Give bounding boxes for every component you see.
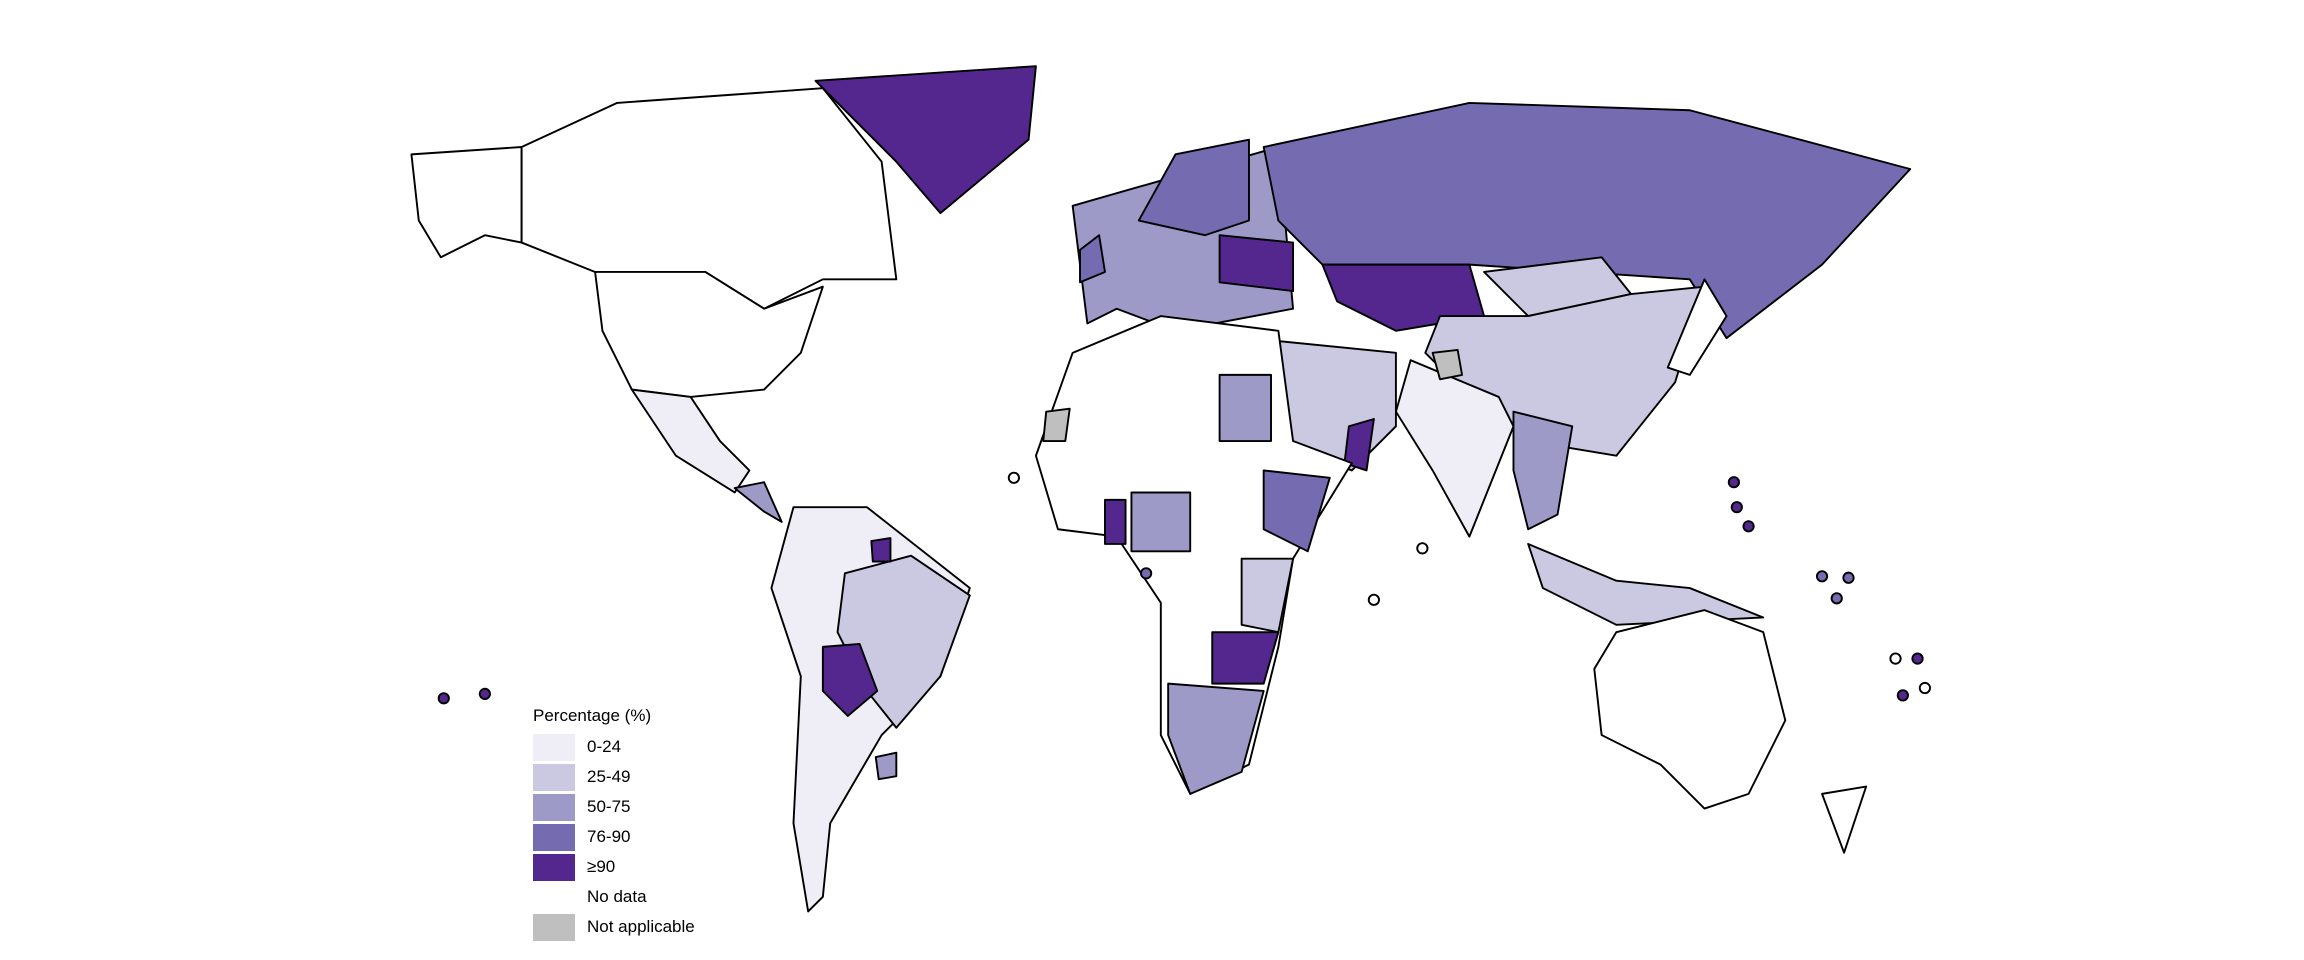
- region-ukraine-belarus: [1218, 234, 1295, 293]
- region-indochina: [1512, 410, 1574, 531]
- legend-swatch: [533, 823, 575, 851]
- region-canada: [520, 87, 898, 310]
- legend-swatch: [533, 793, 575, 821]
- legend-swatch: [533, 853, 575, 881]
- region-uruguay: [874, 751, 898, 781]
- legend-swatch: [533, 763, 575, 791]
- region-oman: [1343, 418, 1375, 472]
- region-australia: [1593, 609, 1787, 810]
- legend-label: ≥90: [587, 857, 616, 876]
- island-marker: [478, 687, 491, 701]
- region-guiana: [870, 537, 892, 563]
- region-ghana: [1104, 498, 1127, 545]
- map-legend: Percentage (%) 0-24 25-49 50-75 76-90 ≥90 No …: [533, 706, 695, 942]
- region-kashmir: [1431, 348, 1463, 381]
- region-nigeria: [1130, 491, 1192, 553]
- island-marker: [1730, 501, 1743, 514]
- region-usa: [594, 271, 824, 398]
- island-marker: [1918, 681, 1931, 695]
- island-marker: [1416, 542, 1429, 555]
- region-russia: [1262, 101, 1912, 340]
- legend-item: 50-75: [533, 792, 695, 822]
- legend-item: ≥90: [533, 852, 695, 882]
- legend-item: 0-24: [533, 732, 695, 762]
- legend-item: Not applicable: [533, 912, 695, 942]
- legend-swatch: [533, 733, 575, 761]
- legend-item: 25-49: [533, 762, 695, 792]
- legend-label: 76-90: [587, 827, 631, 846]
- region-southern-africa: [1167, 682, 1265, 795]
- region-greenland: [814, 65, 1037, 215]
- region-egypt: [1218, 373, 1272, 442]
- region-africa: [1034, 315, 1353, 795]
- island-marker: [1830, 592, 1843, 605]
- region-east-africa: [1240, 557, 1295, 634]
- legend-label: 50-75: [587, 797, 631, 816]
- island-marker: [1742, 520, 1755, 533]
- legend-label: 25-49: [587, 767, 631, 786]
- island-marker: [1367, 593, 1380, 606]
- legend-label: No data: [587, 887, 647, 906]
- island-marker: [1896, 689, 1909, 702]
- region-bolivia: [821, 642, 879, 717]
- island-marker: [1140, 567, 1153, 580]
- legend-label: 0-24: [587, 737, 622, 756]
- region-zambia-zimbabwe: [1211, 631, 1280, 685]
- island-marker: [1889, 652, 1902, 665]
- legend-swatch: [533, 913, 575, 941]
- region-new-zealand: [1821, 785, 1868, 854]
- island-marker: [1007, 471, 1020, 484]
- island-marker: [1842, 571, 1855, 584]
- region-mexico: [630, 388, 751, 494]
- legend-item: 76-90: [533, 822, 695, 852]
- island-marker: [1727, 476, 1740, 489]
- legend-title: Percentage (%): [533, 706, 652, 725]
- island-marker: [1911, 652, 1924, 665]
- region-scandinavia: [1137, 138, 1250, 237]
- region-ethiopia: [1262, 469, 1331, 553]
- legend-label: Not applicable: [587, 917, 695, 936]
- legend-swatch: [533, 883, 575, 911]
- region-western-sahara: [1042, 407, 1071, 442]
- region-japan: [1666, 278, 1728, 376]
- legend-item: No data: [533, 882, 695, 912]
- region-alaska: [410, 146, 523, 259]
- region-central-america: [733, 481, 783, 523]
- region-indonesia: [1527, 542, 1765, 626]
- region-uk: [1079, 234, 1106, 284]
- island-marker: [1815, 570, 1829, 583]
- island-marker: [437, 692, 450, 705]
